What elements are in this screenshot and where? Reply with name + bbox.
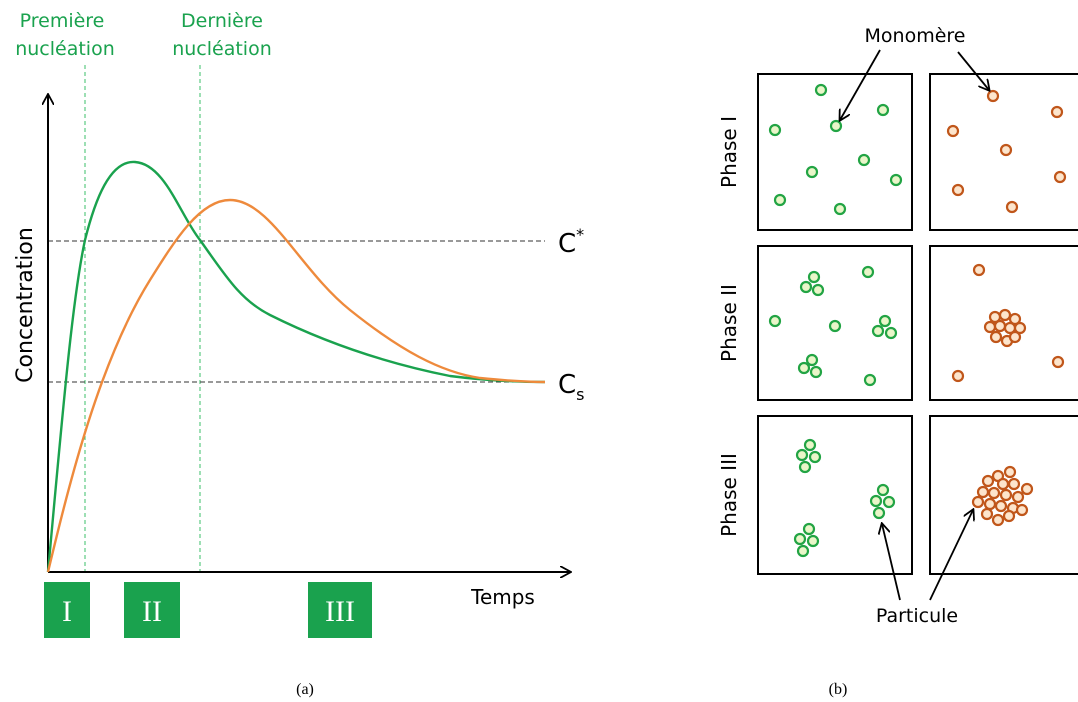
monomers-orange	[946, 89, 1067, 527]
caption: (b)	[829, 681, 848, 698]
phase-label: II	[142, 595, 162, 628]
phase-box	[124, 582, 180, 638]
label: Première	[20, 10, 105, 32]
phase-box	[308, 582, 372, 638]
particle-label: Particule	[876, 605, 958, 627]
curve	[46, 160, 546, 573]
c-s: Cs	[558, 370, 585, 404]
label: Dernière	[181, 10, 263, 32]
phase-label: I	[62, 595, 72, 628]
c-star: C*	[558, 225, 584, 259]
curve	[46, 198, 546, 573]
arrow	[882, 524, 901, 601]
arrow	[840, 49, 881, 120]
row-label: Phase II	[717, 284, 741, 362]
monomers-green	[768, 83, 903, 558]
row-label: Phase III	[717, 453, 741, 537]
arrow	[957, 51, 989, 90]
panel-b: Phase I Phase II Phase III Monomère Part…	[717, 25, 1078, 698]
panel-a: Première nucléation Dernière nucléation …	[13, 10, 585, 698]
frames	[757, 73, 1078, 575]
monomer-label: Monomère	[865, 25, 966, 47]
x-label: Temps	[470, 585, 535, 609]
row-label: Phase I	[717, 116, 741, 188]
arrow	[929, 510, 973, 601]
y-label: Concentration	[13, 227, 38, 383]
phase-label: III	[325, 595, 355, 628]
label: nucléation	[15, 38, 115, 60]
caption: (a)	[296, 681, 314, 698]
phase-box	[44, 582, 90, 638]
label: nucléation	[172, 38, 272, 60]
